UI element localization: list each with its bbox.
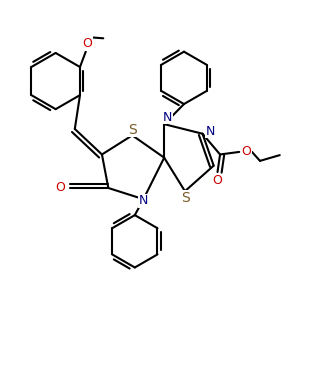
- Text: S: S: [181, 191, 190, 205]
- Text: O: O: [55, 182, 65, 194]
- Text: O: O: [82, 37, 92, 50]
- Text: O: O: [241, 146, 251, 158]
- Text: S: S: [128, 123, 137, 136]
- Text: N: N: [163, 111, 172, 124]
- Text: N: N: [206, 125, 215, 138]
- Text: N: N: [139, 194, 148, 207]
- Text: O: O: [213, 174, 223, 188]
